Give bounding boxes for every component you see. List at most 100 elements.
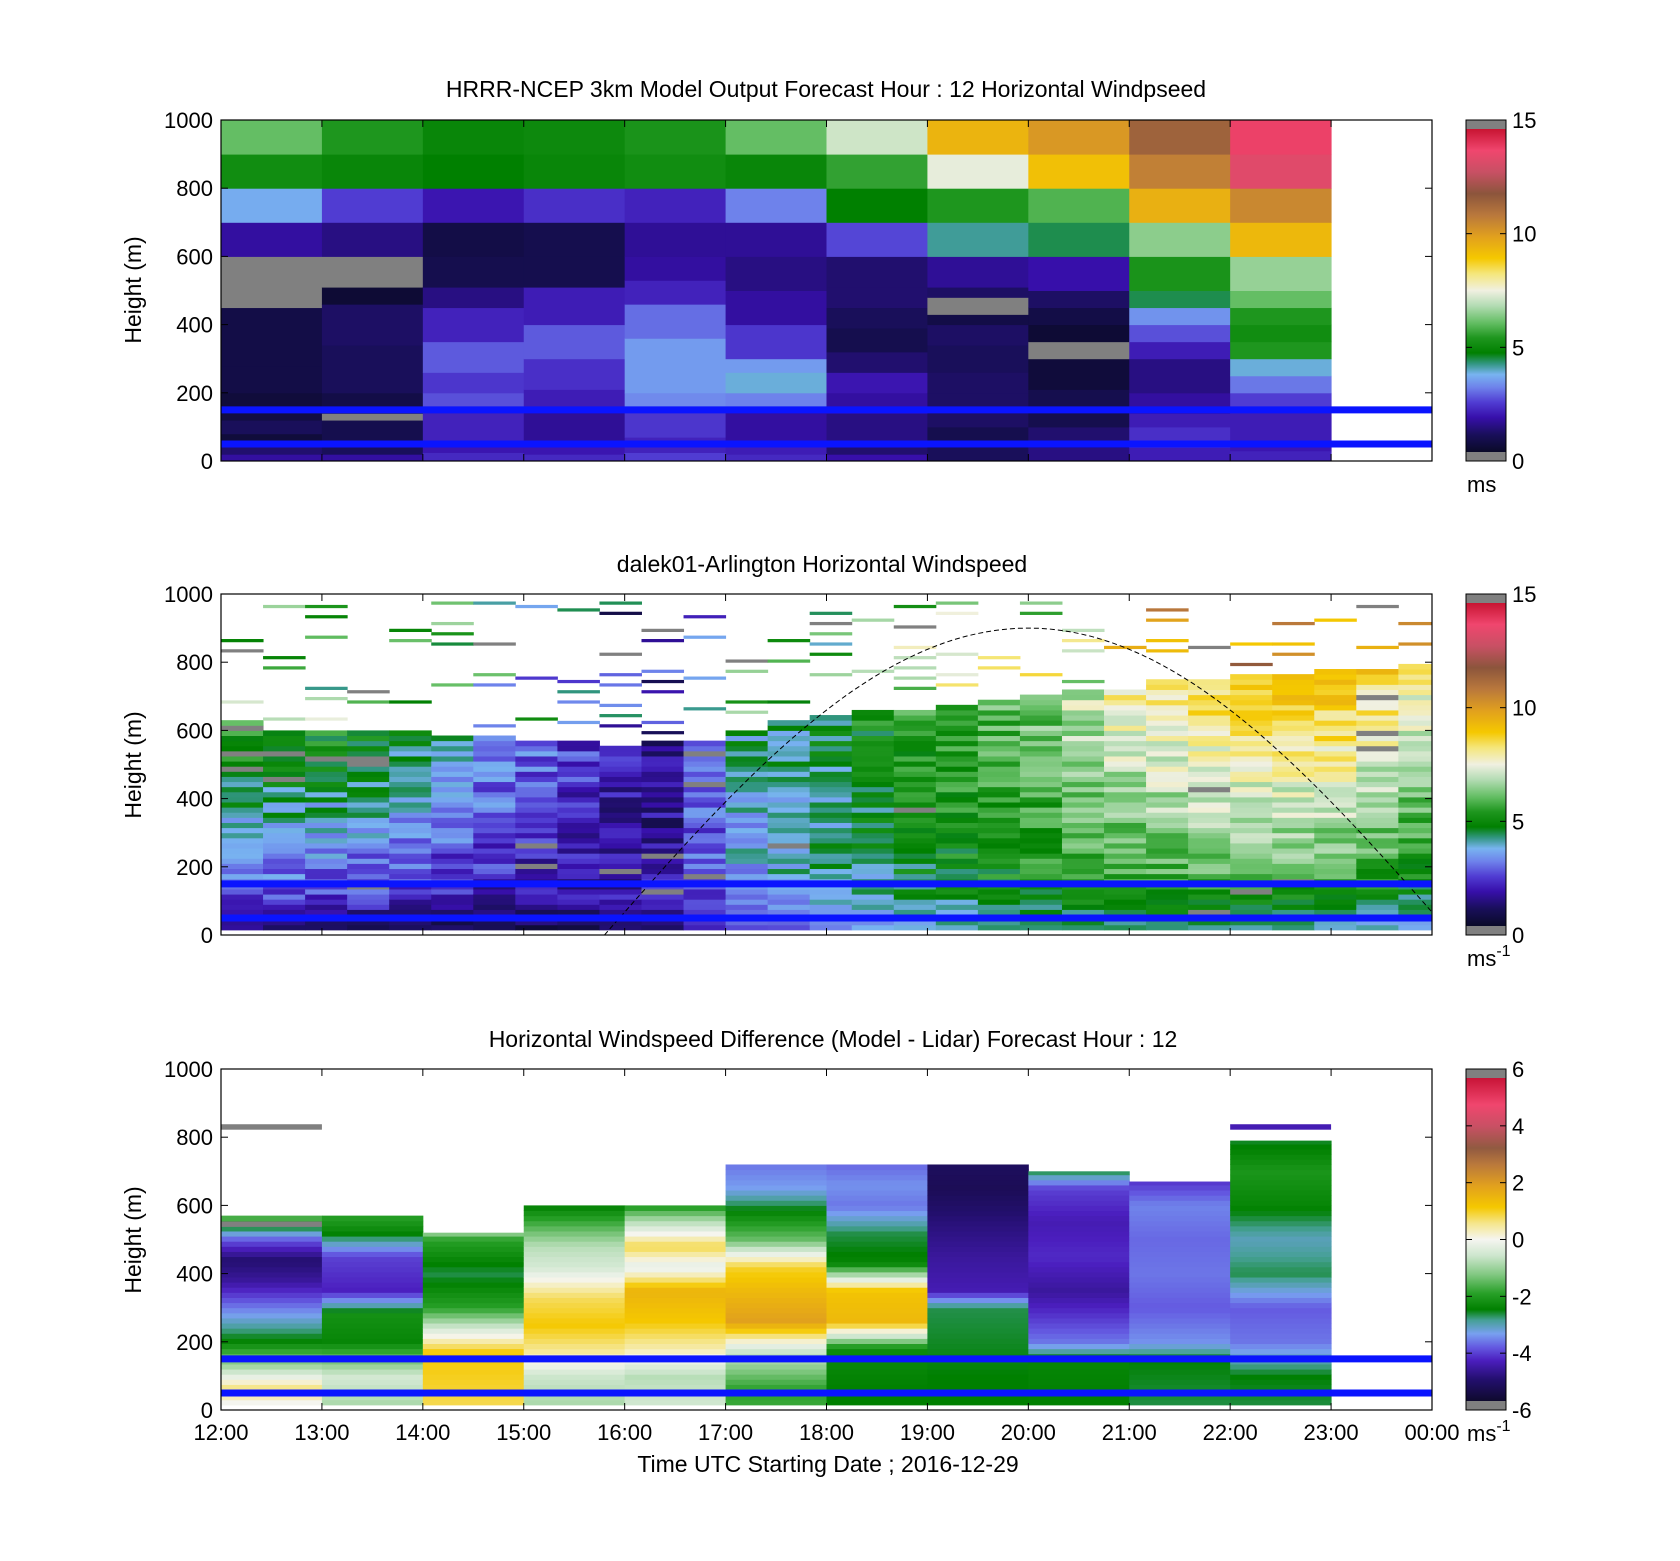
lidar-cell (1609, 863, 1652, 869)
lidar-cell (305, 786, 348, 793)
lidar-cell (347, 894, 390, 900)
difference-cell (1129, 1215, 1231, 1222)
lidar-cell (809, 632, 853, 636)
lidar-cell (1146, 735, 1189, 742)
difference-cell (927, 1266, 1029, 1273)
lidar-cell (347, 766, 390, 772)
lidar-cell (1314, 796, 1357, 803)
lidar-cell (431, 791, 474, 798)
lidar-cell (725, 827, 769, 834)
lidar-cell (809, 740, 853, 747)
lidar-cell (1567, 736, 1610, 742)
lidar-cell (683, 615, 727, 619)
model-cell (624, 280, 727, 305)
lidar-cell (683, 909, 727, 916)
lidar-cell (1146, 894, 1189, 900)
lidar-cell (767, 735, 811, 742)
lidar-cell (347, 745, 390, 752)
lidar-cell (893, 873, 937, 880)
difference-cell (221, 1399, 323, 1406)
difference-cell (826, 1230, 928, 1237)
lidar-cell (1104, 827, 1147, 834)
model-cell (826, 120, 928, 155)
lidar-cell (1567, 756, 1610, 762)
lidar-cell (893, 848, 937, 854)
lidar-cell (1314, 924, 1357, 931)
lidar-cell (1651, 649, 1680, 652)
difference-cell (1230, 1282, 1332, 1288)
lidar-cell (1525, 730, 1568, 736)
lidar-cell (1609, 720, 1652, 726)
lidar-cell (1188, 704, 1231, 711)
model-cell (725, 372, 827, 394)
difference-cell (221, 1343, 323, 1350)
lidar-cell (893, 842, 937, 849)
difference-cell (422, 1384, 525, 1391)
lidar-cell (1525, 669, 1568, 675)
lidar-cell (1272, 842, 1315, 849)
lidar-cell (221, 735, 264, 742)
lidar-cell (1272, 750, 1315, 757)
lidar-cell (851, 832, 895, 839)
lidar-cell (683, 863, 727, 870)
lidar-cell (1061, 694, 1105, 701)
lidar-cell (1567, 725, 1610, 731)
lidar-cell (851, 669, 895, 673)
lidar-cell (1188, 745, 1231, 752)
difference-cell (1028, 1184, 1130, 1191)
lidar-cell (1314, 704, 1357, 711)
x-tick-label: 14:00 (395, 1420, 450, 1445)
lidar-cell (305, 735, 348, 742)
difference-cell (624, 1348, 727, 1355)
lidar-cell (1567, 602, 1610, 605)
lidar-cell (1061, 715, 1105, 721)
model-cell (221, 222, 323, 257)
lidar-cell (1525, 720, 1568, 726)
x-tick-label: 15:00 (496, 1420, 551, 1445)
lidar-cell (1525, 736, 1568, 742)
panel-model: HRRR-NCEP 3km Model Output Forecast Hour… (120, 76, 1536, 497)
difference-cell (1028, 1317, 1130, 1324)
lidar-cell (1651, 817, 1680, 823)
lidar-cell (1356, 715, 1399, 721)
difference-cell (1129, 1282, 1231, 1288)
lidar-cell (221, 786, 264, 793)
difference-cell (422, 1261, 525, 1268)
model-cell (321, 454, 424, 461)
lidar-cell (1188, 771, 1231, 777)
difference-cell (321, 1236, 424, 1242)
difference-cell (422, 1399, 525, 1406)
lidar-cell (557, 873, 600, 880)
lidar-cell (1356, 750, 1399, 757)
lidar-cell (1188, 812, 1231, 818)
lidar-cell (1398, 720, 1432, 726)
lidar-cell (263, 827, 306, 834)
difference-cell (1028, 1174, 1130, 1181)
y-tick-label: 200 (176, 381, 213, 406)
lidar-cell (347, 817, 390, 823)
lidar-cell (305, 766, 348, 772)
lidar-cell (1356, 771, 1399, 777)
lidar-cell (1188, 740, 1231, 747)
lidar-cell (1230, 786, 1273, 793)
colorbar-tick-label: 6 (1512, 1057, 1524, 1082)
lidar-cell (1314, 858, 1357, 864)
lidar-cell (1104, 750, 1147, 757)
lidar-cell (641, 837, 685, 844)
difference-cell (1028, 1297, 1130, 1304)
lidar-cell (809, 766, 853, 772)
difference-cell (826, 1297, 928, 1304)
difference-cell (927, 1256, 1029, 1263)
difference-cell (624, 1261, 727, 1268)
lidar-cell (473, 899, 516, 905)
lidar-cell (809, 730, 853, 737)
difference-cell (321, 1384, 424, 1391)
lidar-cell (389, 791, 432, 798)
lidar-cell (1230, 781, 1273, 788)
lidar-cell (221, 649, 264, 653)
model-cell (927, 314, 1029, 326)
lidar-cell (1230, 704, 1273, 711)
